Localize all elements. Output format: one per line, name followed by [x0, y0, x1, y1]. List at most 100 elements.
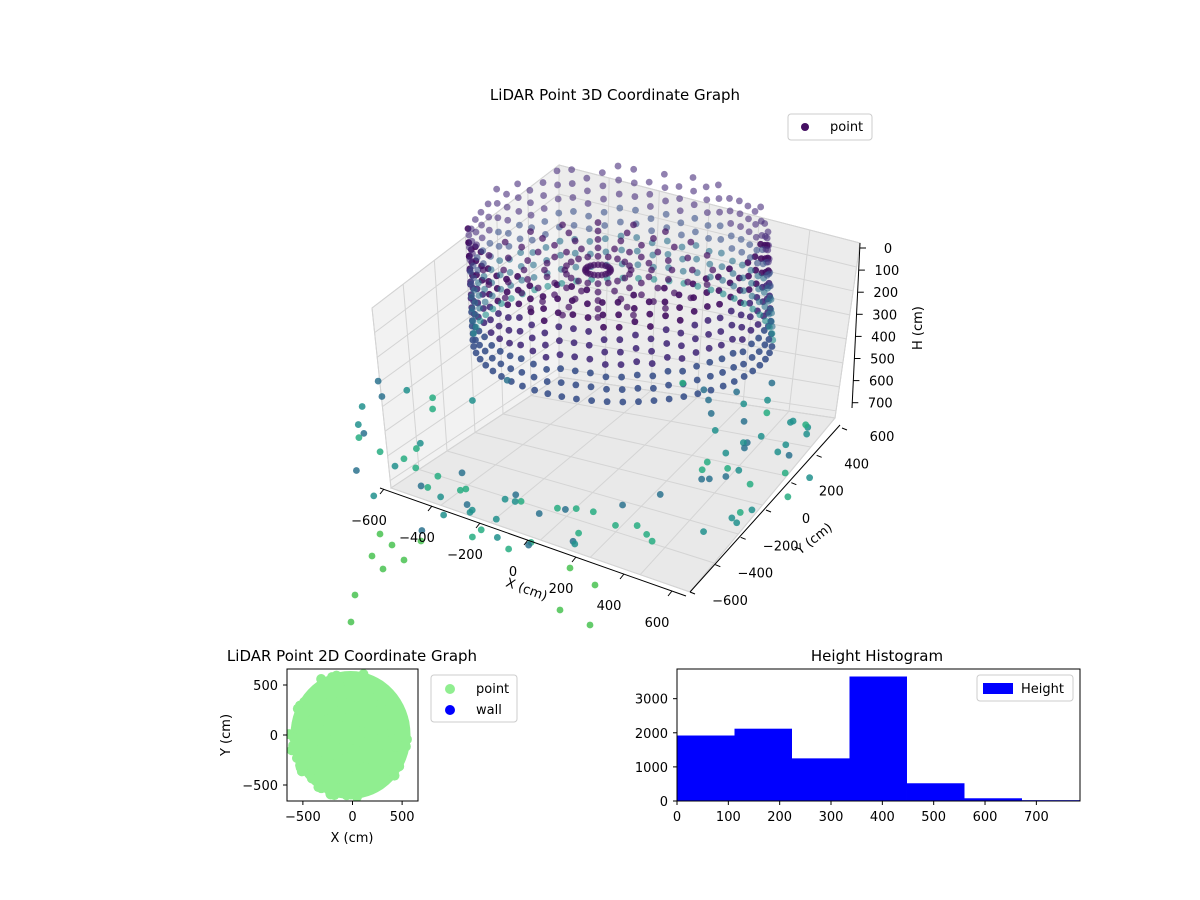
data-point	[749, 367, 757, 375]
data-point	[617, 361, 625, 369]
data-point	[339, 697, 350, 708]
x-axis-label-3d: X (cm)	[504, 576, 550, 605]
data-point	[739, 439, 747, 447]
data-point	[542, 244, 550, 251]
data-point	[679, 255, 687, 263]
data-point	[528, 321, 536, 329]
data-point	[543, 365, 550, 373]
data-point	[726, 265, 733, 273]
data-point	[711, 427, 719, 434]
data-point	[360, 429, 368, 437]
data-point	[341, 786, 352, 797]
data-point	[740, 400, 748, 408]
data-point	[571, 295, 579, 303]
z-axis-label-3d: H (cm)	[911, 306, 926, 350]
data-point	[706, 372, 714, 380]
data-point	[586, 355, 594, 363]
data-point	[635, 398, 642, 406]
data-point	[631, 318, 639, 326]
grid-line	[689, 417, 836, 593]
data-point	[679, 267, 687, 275]
data-point	[748, 506, 756, 514]
data-point	[360, 752, 371, 763]
data-point	[724, 464, 732, 472]
data-point	[479, 260, 487, 267]
data-point	[634, 261, 642, 269]
data-point	[738, 261, 746, 269]
data-point	[544, 390, 552, 398]
x-axis-line	[379, 487, 687, 597]
data-point	[393, 702, 404, 713]
data-point	[458, 469, 466, 477]
data-point	[706, 260, 714, 268]
chart-histogram: Height Histogram 0 100 200 300 400 500 600 7000…	[635, 647, 1081, 825]
data-point	[498, 300, 505, 307]
data-point	[472, 228, 480, 236]
data-point	[676, 316, 684, 324]
x-tick-mark	[523, 539, 529, 546]
data-point	[730, 378, 738, 385]
grid-line	[530, 395, 811, 448]
data-point	[368, 552, 376, 560]
data-point	[330, 741, 341, 752]
data-point	[650, 298, 657, 305]
data-point	[764, 258, 772, 266]
data-point	[331, 758, 342, 769]
data-point	[571, 540, 579, 548]
data-point	[485, 251, 493, 259]
data-point	[735, 197, 743, 205]
data-point	[676, 304, 684, 312]
y-tick-label: −600	[712, 594, 748, 609]
data-point	[312, 730, 323, 741]
data-point	[319, 771, 330, 782]
data-point	[740, 287, 747, 295]
data-point	[745, 286, 753, 294]
data-point	[555, 323, 563, 331]
data-point	[618, 373, 625, 381]
x-tick-label: 400	[870, 810, 895, 825]
data-point	[559, 221, 566, 229]
data-point	[413, 445, 420, 452]
data-point	[703, 458, 711, 466]
data-point	[617, 218, 624, 226]
z-tick-label: 0	[884, 242, 892, 257]
data-point	[467, 280, 475, 288]
data-point	[322, 746, 333, 757]
data-point	[478, 234, 486, 242]
data-point	[617, 295, 625, 303]
data-point	[500, 266, 508, 274]
data-point	[492, 515, 500, 523]
data-point	[594, 244, 602, 252]
data-point	[745, 215, 752, 223]
y-tick-label: 400	[844, 457, 869, 472]
data-point	[570, 221, 578, 229]
data-point	[354, 769, 365, 780]
data-point	[367, 696, 378, 707]
data-point	[570, 339, 578, 347]
data-point	[474, 279, 482, 287]
y-tick-label: −400	[737, 567, 773, 582]
data-point	[716, 314, 724, 322]
data-point	[516, 314, 523, 321]
data-point	[594, 314, 602, 321]
data-point	[736, 509, 744, 516]
data-point	[299, 740, 310, 751]
data-point	[762, 317, 769, 325]
data-point	[501, 495, 509, 503]
data-point	[600, 323, 607, 331]
data-point	[469, 317, 477, 325]
data-point	[684, 278, 692, 286]
data-point	[424, 484, 432, 491]
data-point	[602, 373, 610, 381]
legend-2d: point wall	[430, 674, 518, 723]
data-point	[638, 291, 645, 299]
data-point	[541, 218, 549, 225]
y-tick-label: 0	[802, 512, 810, 527]
data-point	[650, 397, 658, 405]
data-point	[390, 760, 401, 771]
data-point	[726, 195, 733, 202]
data-point	[601, 222, 609, 229]
chart-2d-title: LiDAR Point 2D Coordinate Graph	[227, 647, 477, 665]
y-axis-label-2d: Y (cm)	[219, 714, 234, 757]
data-point	[584, 314, 592, 321]
